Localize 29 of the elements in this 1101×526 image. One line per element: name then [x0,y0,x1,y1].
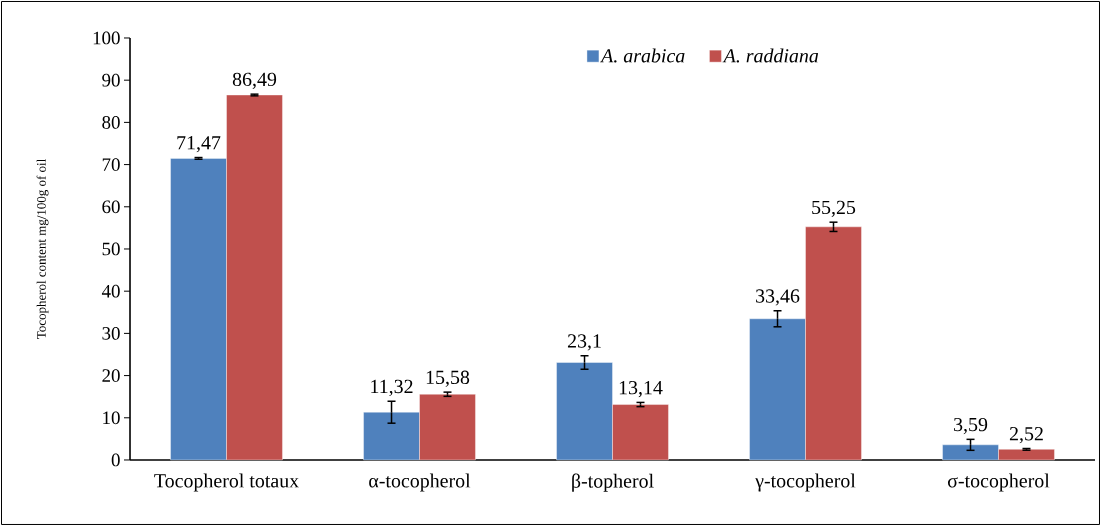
y-tick-label: 30 [102,327,120,340]
y-tick-label: 100 [93,31,120,45]
data-label: 3,59 [954,417,988,435]
data-label: 2,52 [1009,427,1043,444]
y-tick-label: 20 [102,369,120,382]
data-label: 23,1 [567,334,601,351]
legend-label: A. arabica [600,48,685,63]
y-tick-label: 70 [102,158,120,171]
y-axis-title: Tocopherol content mg/100g of oil [36,159,49,339]
y-tick-label: 50 [102,242,120,256]
data-label: 33,46 [756,289,800,306]
y-tick-label: 80 [102,116,120,129]
x-tick-label: α-tocopherol [369,473,471,492]
legend-label: A. raddiana [722,48,819,63]
data-label: 15,58 [426,370,470,387]
data-label: 13,14 [619,380,663,398]
y-tick-label: 0 [111,453,120,467]
y-tick-label: 60 [102,200,120,214]
x-tick-label: Tocopherol totaux [154,473,299,492]
data-label: 71,47 [177,136,221,153]
x-tick-label: β-topherol [572,473,654,492]
x-tick-label: γ-tocopherol [755,473,856,492]
data-label: 55,25 [812,200,856,217]
data-label: 11,32 [371,379,413,397]
y-tick-label: 40 [101,284,120,298]
x-tick-label: σ-tocopherol [947,473,1050,492]
y-tick-label: 90 [102,73,120,87]
data-label: 86,49 [232,72,277,89]
y-tick-label: 10 [103,411,120,425]
